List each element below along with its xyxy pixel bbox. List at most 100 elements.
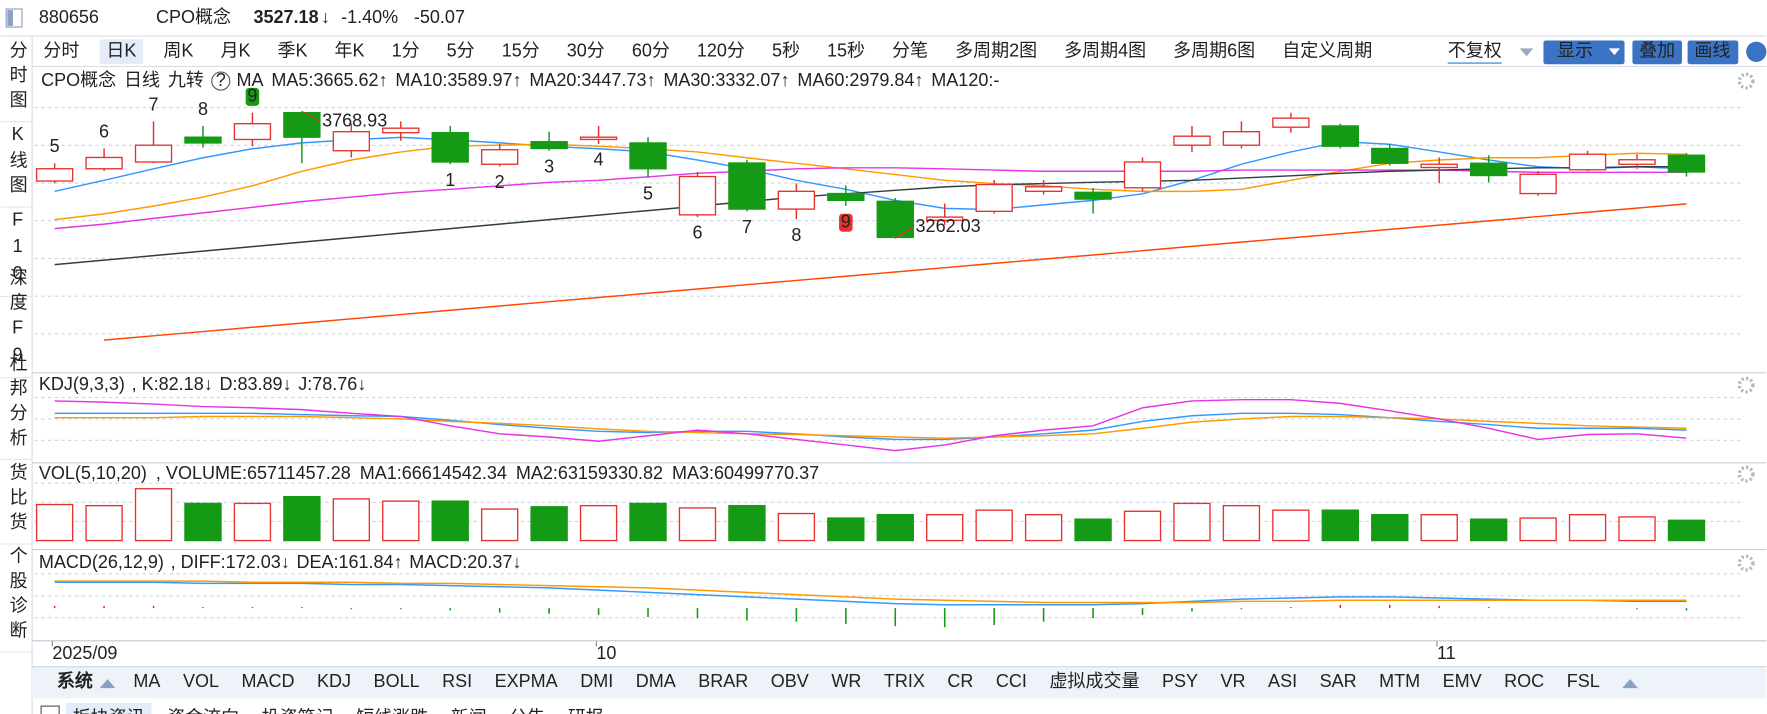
sidebar-tab[interactable]: K线图 <box>8 124 28 200</box>
period-tab[interactable]: 季K <box>278 41 308 61</box>
volume-bar <box>629 502 667 542</box>
period-tab[interactable]: 分笔 <box>892 41 928 61</box>
volume-bar <box>134 488 173 542</box>
sidebar-tab[interactable]: 杜邦分析 <box>8 353 28 452</box>
period-tab[interactable]: 自定义周期 <box>1282 41 1372 61</box>
period-tab[interactable]: 1分 <box>392 41 420 61</box>
candle-body <box>678 175 717 216</box>
indicator-tab[interactable]: SAR <box>1320 671 1357 691</box>
period-tab[interactable]: 5分 <box>447 41 475 61</box>
volume-bar <box>975 509 1013 542</box>
period-tab[interactable]: 多周期6图 <box>1173 41 1255 61</box>
sidebar-tab[interactable]: 深度F9 <box>8 268 28 371</box>
candle-body <box>1074 191 1112 200</box>
candle-body <box>1321 125 1360 147</box>
indicator-tab[interactable]: DMI <box>580 671 613 691</box>
period-tab[interactable]: 多周期2图 <box>955 41 1037 61</box>
news-tab[interactable]: 短线涨跌 <box>356 707 428 714</box>
legend-entry: MACD(26,12,9) <box>39 552 164 572</box>
period-tab[interactable]: 日K <box>106 41 136 61</box>
news-tab[interactable]: 新闻 <box>451 707 487 714</box>
help-icon[interactable]: ? <box>216 70 226 90</box>
news-tab[interactable]: 投资笔记 <box>262 707 334 714</box>
indicator-tab[interactable]: MACD <box>242 671 295 691</box>
indicator-tab[interactable]: FSL <box>1567 671 1600 691</box>
overlay-button[interactable] <box>1632 40 1682 65</box>
indicator-tab[interactable]: WR <box>831 671 861 691</box>
settings-gear[interactable] <box>1737 465 1755 483</box>
indicator-tab[interactable]: ROC <box>1504 671 1544 691</box>
settings-gear[interactable] <box>1737 72 1755 90</box>
period-tab[interactable]: 年K <box>335 41 365 61</box>
period-tab[interactable]: 120分 <box>697 41 745 61</box>
td-count: 5 <box>643 183 653 203</box>
indicator-tab[interactable]: KDJ <box>317 671 351 691</box>
volume-bar <box>777 512 816 542</box>
td-count: 9 <box>247 86 257 106</box>
indicator-tab[interactable]: MTM <box>1379 671 1420 691</box>
indicator-tab[interactable]: TRIX <box>884 671 925 691</box>
draw-label[interactable]: 画线 <box>1694 41 1730 61</box>
candle-body <box>85 156 123 170</box>
tabs-more-arrow <box>1622 679 1639 689</box>
news-tab[interactable]: 资金流向 <box>167 707 239 714</box>
overlay-label[interactable]: 叠加 <box>1639 41 1675 61</box>
show-button[interactable] <box>1543 40 1625 65</box>
legend-label: MA <box>237 70 264 90</box>
adjust-dropdown-arrow <box>1519 48 1534 57</box>
volume-bar <box>35 503 74 542</box>
indicator-tab[interactable]: VR <box>1221 671 1246 691</box>
window-icon[interactable] <box>5 8 23 28</box>
indicator-tab[interactable]: ASI <box>1268 671 1297 691</box>
indicator-tab[interactable]: BRAR <box>698 671 748 691</box>
period-tab[interactable]: 30分 <box>567 41 605 61</box>
period-tab[interactable]: 15分 <box>502 41 540 61</box>
indicator-tab[interactable]: BOLL <box>374 671 420 691</box>
adjust-toggle[interactable]: 不复权 <box>1448 41 1502 61</box>
indicator-tab[interactable]: OBV <box>771 671 809 691</box>
candle-body <box>1371 147 1409 164</box>
period-tab[interactable]: 月K <box>220 41 250 61</box>
period-tab[interactable]: 分时 <box>43 41 79 61</box>
sidebar-tab[interactable]: 个股诊断 <box>8 546 28 645</box>
indicator-tab[interactable]: CR <box>947 671 973 691</box>
sidebar-tab[interactable]: F10 <box>8 209 28 289</box>
news-checkbox[interactable] <box>40 705 60 714</box>
candle-body <box>1272 117 1310 128</box>
period-tab[interactable]: 15秒 <box>827 41 865 61</box>
news-tab[interactable]: 板块资讯 <box>73 707 145 714</box>
show-label[interactable]: 显示 <box>1557 41 1593 61</box>
sidebar-tab[interactable]: 分时图 <box>8 40 28 114</box>
td-count: 4 <box>594 150 604 170</box>
indicator-line <box>54 166 1687 266</box>
indicator-line <box>54 581 1687 606</box>
td-count: 6 <box>99 121 109 141</box>
indicator-tab[interactable]: EXPMA <box>495 671 558 691</box>
candle-body <box>184 136 222 144</box>
draw-button[interactable] <box>1687 40 1739 65</box>
settings-gear[interactable] <box>1737 376 1755 394</box>
volume-bar <box>184 502 222 542</box>
settings-gear[interactable] <box>1737 554 1755 572</box>
indicator-tab[interactable]: PSY <box>1162 671 1198 691</box>
period-tab[interactable]: 5秒 <box>772 41 800 61</box>
period-tab[interactable]: 周K <box>163 41 193 61</box>
period-tab[interactable]: 60分 <box>632 41 670 61</box>
indicator-tab[interactable]: MA <box>133 671 160 691</box>
period-tab[interactable]: 多周期4图 <box>1064 41 1146 61</box>
news-tab[interactable]: 研报 <box>568 707 604 714</box>
indicator-tab[interactable]: 虚拟成交量 <box>1049 671 1139 691</box>
td-count: 5 <box>50 136 60 156</box>
news-tab[interactable]: 公告 <box>509 707 545 714</box>
indicator-tab[interactable]: RSI <box>442 671 472 691</box>
indicator-tab[interactable]: VOL <box>183 671 219 691</box>
indicator-tab[interactable]: EMV <box>1443 671 1482 691</box>
refresh-button[interactable] <box>1746 41 1767 62</box>
legend-entry: MA2:63159330.82 <box>516 463 663 483</box>
legend-entry: MA3:60499770.37 <box>672 463 819 483</box>
indicator-tab[interactable]: DMA <box>636 671 676 691</box>
indicator-system[interactable]: 系统 <box>57 670 93 691</box>
indicator-tab[interactable]: CCI <box>996 671 1027 691</box>
sidebar-tab[interactable]: 货比货 <box>8 463 28 537</box>
change-amount: -50.07 <box>414 7 465 27</box>
